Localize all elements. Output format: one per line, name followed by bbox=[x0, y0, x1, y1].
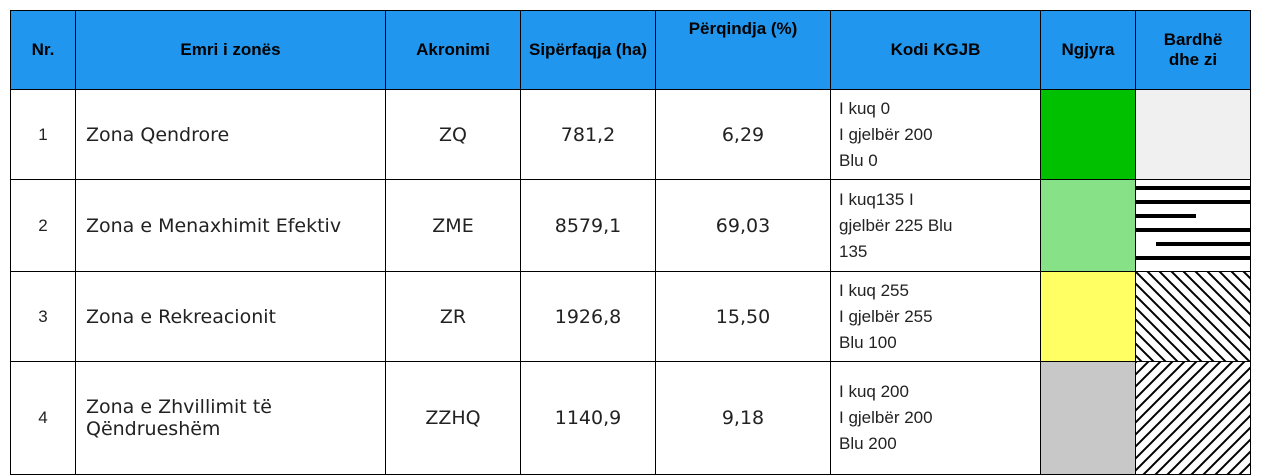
nr-cell: 4 bbox=[10, 361, 76, 475]
color-swatch bbox=[1040, 89, 1136, 180]
name-cell: Zona e Menaxhimit Efektiv bbox=[75, 179, 386, 272]
bw-pattern bbox=[1135, 179, 1251, 272]
code-line: 135 bbox=[839, 241, 868, 261]
name-cell: Zona e Zhvillimit të Qëndrueshëm bbox=[75, 361, 386, 475]
percent-cell: 9,18 bbox=[655, 361, 831, 475]
color-swatch bbox=[1040, 179, 1136, 272]
code-line: I gjelbër 255 bbox=[839, 306, 933, 326]
code-cell: I kuq 200 I gjelbër 200 Blu 200 bbox=[830, 361, 1041, 475]
zone-table: Nr. Emri i zonës Akronimi Sipërfaqja (ha… bbox=[10, 10, 1251, 475]
area-cell: 8579,1 bbox=[520, 179, 656, 272]
code-line: I gjelbër 200 bbox=[839, 408, 933, 427]
code-line: Blu 0 bbox=[839, 150, 878, 170]
code-line: I kuq135 I bbox=[839, 189, 914, 209]
name-cell: Zona e Rekreacionit bbox=[75, 271, 386, 362]
percent-cell: 6,29 bbox=[655, 89, 831, 180]
page: Nr. Emri i zonës Akronimi Sipërfaqja (ha… bbox=[10, 10, 1251, 475]
area-cell: 1926,8 bbox=[520, 271, 656, 362]
name-cell: Zona Qendrore bbox=[75, 89, 386, 180]
color-swatch bbox=[1040, 361, 1136, 475]
table-row: 4 Zona e Zhvillimit të Qëndrueshëm ZZHQ 114… bbox=[10, 361, 1251, 475]
color-swatch bbox=[1040, 271, 1136, 362]
table-row: 3 Zona e Rekreacionit ZR 1926,8 15,50 I kuq 2… bbox=[10, 271, 1251, 362]
table-row: 2 Zona e Menaxhimit Efektiv ZME 8579,1 69,03… bbox=[10, 179, 1251, 272]
header-cell: Ngjyra bbox=[1040, 10, 1136, 90]
acronym-cell: ZME bbox=[385, 179, 521, 272]
code-line: Blu 200 bbox=[839, 434, 897, 453]
nr-cell: 2 bbox=[10, 179, 76, 272]
header-cell: Nr. bbox=[10, 10, 76, 90]
percent-cell: 69,03 bbox=[655, 179, 831, 272]
pattern bbox=[1136, 362, 1250, 474]
bw-pattern bbox=[1135, 271, 1251, 362]
code-line: Blu 100 bbox=[839, 332, 897, 352]
code-line: I gjelbër 200 bbox=[839, 124, 933, 144]
header-cell: Kodi KGJB bbox=[830, 10, 1041, 90]
code-line: I kuq 0 bbox=[839, 98, 891, 118]
pattern bbox=[1136, 272, 1250, 361]
table-body: 1 Zona Qendrore ZQ 781,2 6,29 I kuq 0 I gjelbë… bbox=[10, 89, 1251, 475]
header-cell: Përqindja (%) bbox=[655, 10, 831, 90]
area-cell: 1140,9 bbox=[520, 361, 656, 475]
percent-cell: 15,50 bbox=[655, 271, 831, 362]
code-cell: I kuq 0 I gjelbër 200 Blu 0 bbox=[830, 89, 1041, 180]
bw-pattern bbox=[1135, 361, 1251, 475]
code-line: I kuq 255 bbox=[839, 280, 909, 300]
pattern bbox=[1136, 186, 1250, 260]
code-line: I kuq 200 bbox=[839, 382, 909, 401]
code-cell: I kuq 255 I gjelbër 255 Blu 100 bbox=[830, 271, 1041, 362]
pattern bbox=[1136, 90, 1250, 179]
header-cell: Bardhë dhe zi bbox=[1135, 10, 1251, 90]
acronym-cell: ZR bbox=[385, 271, 521, 362]
table-row: 1 Zona Qendrore ZQ 781,2 6,29 I kuq 0 I gjelbë… bbox=[10, 89, 1251, 180]
code-cell: I kuq135 I gjelbër 225 Blu 135 bbox=[830, 179, 1041, 272]
header-cell: Emri i zonës bbox=[75, 10, 386, 90]
header-row: Nr. Emri i zonës Akronimi Sipërfaqja (ha… bbox=[10, 10, 1251, 90]
nr-cell: 1 bbox=[10, 89, 76, 180]
acronym-cell: ZQ bbox=[385, 89, 521, 180]
code-line: gjelbër 225 Blu bbox=[839, 215, 953, 235]
header-cell: Akronimi bbox=[385, 10, 521, 90]
acronym-cell: ZZHQ bbox=[385, 361, 521, 475]
nr-cell: 3 bbox=[10, 271, 76, 362]
bw-pattern bbox=[1135, 89, 1251, 180]
area-cell: 781,2 bbox=[520, 89, 656, 180]
header-cell: Sipërfaqja (ha) bbox=[520, 10, 656, 90]
